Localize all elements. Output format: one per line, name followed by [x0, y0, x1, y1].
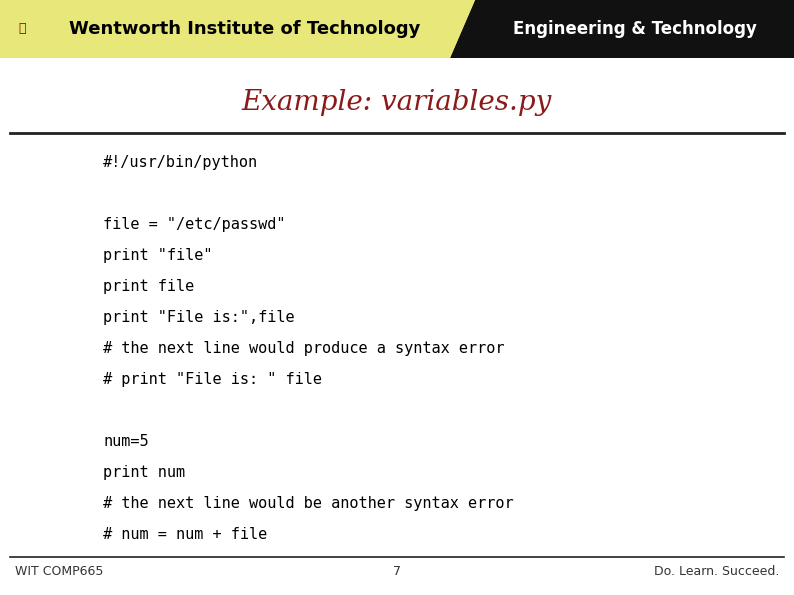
Text: # the next line would be another syntax error: # the next line would be another syntax … [103, 496, 514, 511]
Text: # num = num + file: # num = num + file [103, 527, 268, 542]
Text: Wentworth Institute of Technology: Wentworth Institute of Technology [69, 20, 421, 38]
Text: # the next line would produce a syntax error: # the next line would produce a syntax e… [103, 341, 505, 356]
Text: 7: 7 [393, 565, 401, 578]
Text: WIT COMP665: WIT COMP665 [15, 565, 103, 578]
Text: print file: print file [103, 279, 195, 294]
Text: file = "/etc/passwd": file = "/etc/passwd" [103, 217, 286, 232]
Text: num=5: num=5 [103, 434, 148, 449]
Text: # print "File is: " file: # print "File is: " file [103, 372, 322, 387]
Text: ⬛: ⬛ [18, 23, 25, 36]
Text: #!/usr/bin/python: #!/usr/bin/python [103, 155, 258, 170]
Text: Engineering & Technology: Engineering & Technology [513, 20, 757, 38]
Polygon shape [450, 0, 475, 58]
Text: print "file": print "file" [103, 248, 213, 263]
FancyBboxPatch shape [0, 0, 470, 58]
Text: Example: variables.py: Example: variables.py [242, 89, 552, 117]
Text: print "File is:",file: print "File is:",file [103, 310, 295, 325]
Polygon shape [450, 0, 794, 58]
Text: Do. Learn. Succeed.: Do. Learn. Succeed. [653, 565, 779, 578]
Text: print num: print num [103, 465, 185, 480]
